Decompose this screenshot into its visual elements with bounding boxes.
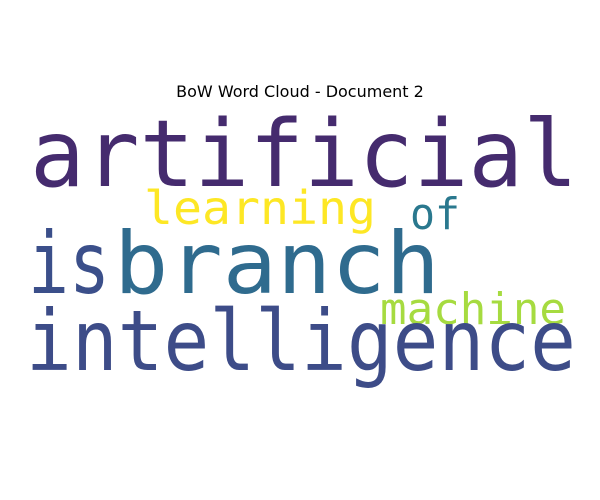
word-branch: branch [114, 214, 440, 314]
word-of: of [410, 189, 460, 240]
word-is: is [28, 214, 110, 314]
figure-title: BoW Word Cloud - Document 2 [176, 82, 424, 101]
word-artificial: artificial [30, 100, 578, 208]
word-learning: learning [144, 181, 376, 235]
word-intelligence: intelligence [26, 292, 576, 390]
word-machine: machine [380, 284, 566, 335]
